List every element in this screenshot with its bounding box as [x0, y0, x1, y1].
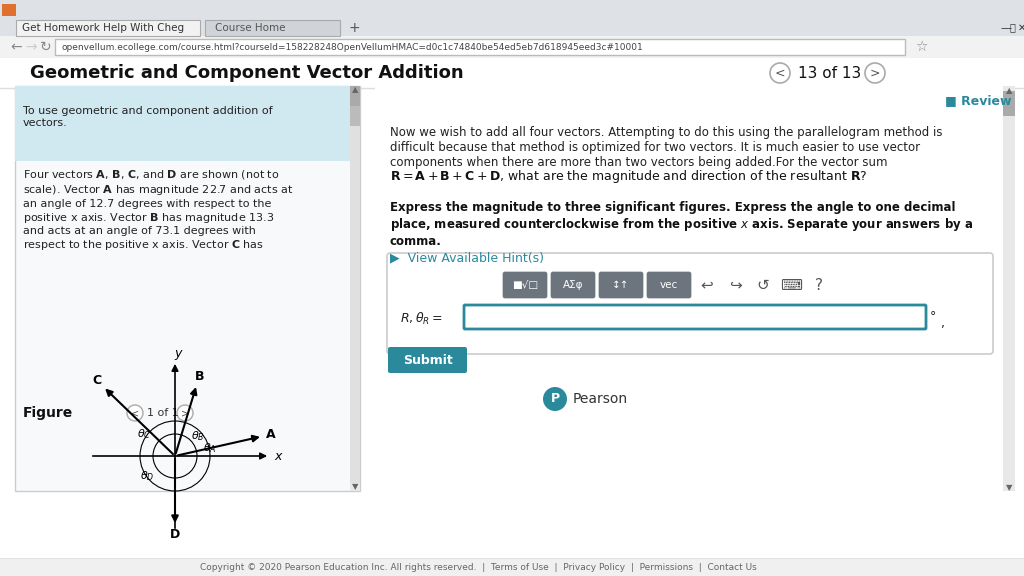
FancyBboxPatch shape — [464, 305, 926, 329]
Text: ☆: ☆ — [915, 40, 928, 54]
Text: ▲: ▲ — [1006, 86, 1013, 96]
Bar — [0, 58, 1024, 88]
Bar — [350, 106, 360, 126]
Bar — [350, 86, 360, 94]
Text: —: — — [1000, 23, 1011, 33]
Bar — [15, 86, 360, 491]
FancyBboxPatch shape — [388, 347, 467, 373]
Text: Get Homework Help With Cheg: Get Homework Help With Cheg — [22, 23, 184, 33]
Polygon shape — [205, 20, 340, 36]
Text: Submit: Submit — [403, 354, 453, 366]
FancyBboxPatch shape — [647, 272, 691, 298]
Text: ?: ? — [815, 278, 823, 293]
Text: ▼: ▼ — [352, 483, 358, 491]
Bar — [55, 39, 905, 55]
Bar — [0, 0, 1024, 20]
Text: ▶  View Available Hint(s): ▶ View Available Hint(s) — [390, 251, 544, 264]
Text: $\theta_A$: $\theta_A$ — [203, 441, 216, 455]
Text: $R, \theta_R =$: $R, \theta_R =$ — [400, 311, 442, 327]
Text: >: > — [181, 408, 189, 418]
FancyBboxPatch shape — [551, 272, 595, 298]
Circle shape — [177, 405, 193, 421]
FancyBboxPatch shape — [387, 253, 993, 354]
Text: $\theta_B$: $\theta_B$ — [191, 429, 205, 443]
Text: vec: vec — [659, 280, 678, 290]
Text: Copyright © 2020 Pearson Education Inc. All rights reserved.  |  Terms of Use  |: Copyright © 2020 Pearson Education Inc. … — [200, 563, 757, 571]
Text: ✕: ✕ — [1018, 23, 1024, 33]
Text: Pearson: Pearson — [573, 392, 628, 406]
Bar — [1002, 86, 1015, 491]
Text: →: → — [25, 40, 37, 54]
Text: $\theta_C$: $\theta_C$ — [137, 427, 152, 441]
FancyBboxPatch shape — [599, 272, 643, 298]
Text: ■ Review: ■ Review — [945, 94, 1012, 108]
Text: Four vectors $\mathbf{A}$, $\mathbf{B}$, $\mathbf{C}$, and $\mathbf{D}$ are show: Four vectors $\mathbf{A}$, $\mathbf{B}$,… — [23, 168, 294, 252]
Text: ■√□: ■√□ — [512, 280, 538, 290]
Text: ΑΣφ: ΑΣφ — [563, 280, 584, 290]
Bar — [350, 483, 360, 491]
Text: °: ° — [930, 310, 936, 324]
Text: ←: ← — [10, 40, 22, 54]
Bar — [2, 4, 16, 18]
Circle shape — [127, 405, 143, 421]
Polygon shape — [16, 20, 200, 36]
Text: ↕↑: ↕↑ — [612, 280, 630, 290]
Text: <: < — [775, 66, 785, 79]
FancyBboxPatch shape — [503, 272, 547, 298]
Text: $\mathbf{R} = \mathbf{A} + \mathbf{B} + \mathbf{C} + \mathbf{D}$, what are the m: $\mathbf{R} = \mathbf{A} + \mathbf{B} + … — [390, 168, 867, 185]
Text: 1 of 1: 1 of 1 — [147, 408, 179, 418]
Text: ▲: ▲ — [352, 85, 358, 94]
Text: ↪: ↪ — [729, 278, 741, 293]
Text: <: < — [131, 408, 139, 418]
Text: $\mathbf{D}$: $\mathbf{D}$ — [169, 528, 181, 540]
Text: $\mathbf{A}$: $\mathbf{A}$ — [265, 428, 276, 441]
Text: ⌨: ⌨ — [780, 278, 802, 293]
Text: ↩: ↩ — [700, 278, 714, 293]
Text: $\mathbf{B}$: $\mathbf{B}$ — [194, 370, 205, 383]
Text: y: y — [174, 347, 181, 360]
Bar — [1002, 91, 1015, 116]
Bar — [0, 16, 1024, 36]
Text: 13 of 13: 13 of 13 — [798, 66, 861, 81]
Text: openvellum.ecollege.com/course.html?courseld=158228248OpenVellumHMAC=d0c1c74840b: openvellum.ecollege.com/course.html?cour… — [62, 43, 644, 51]
Text: ↻: ↻ — [40, 40, 51, 54]
Bar — [375, 86, 1015, 491]
Text: Figure: Figure — [23, 406, 74, 420]
Bar — [350, 86, 360, 491]
Text: ↺: ↺ — [757, 278, 769, 293]
Text: P: P — [551, 392, 559, 406]
Text: +: + — [348, 21, 359, 35]
Text: $\mathbf{C}$: $\mathbf{C}$ — [92, 374, 102, 388]
Text: To use geometric and component addition of
vectors.: To use geometric and component addition … — [23, 106, 272, 128]
Circle shape — [543, 387, 567, 411]
Bar — [0, 36, 1024, 58]
Text: x: x — [274, 449, 282, 463]
Text: ▼: ▼ — [1006, 483, 1013, 492]
Text: Now we wish to add all four vectors. Attempting to do this using the parallelogr: Now we wish to add all four vectors. Att… — [390, 126, 942, 169]
Text: Geometric and Component Vector Addition: Geometric and Component Vector Addition — [30, 64, 464, 82]
Bar — [15, 86, 350, 161]
Bar — [350, 91, 360, 106]
Circle shape — [865, 63, 885, 83]
Circle shape — [770, 63, 790, 83]
Text: $\theta_D$: $\theta_D$ — [140, 469, 155, 483]
Text: >: > — [869, 66, 881, 79]
Bar — [0, 58, 1024, 576]
Text: Course Home: Course Home — [215, 23, 286, 33]
Bar — [0, 558, 1024, 576]
Text: ꙿ: ꙿ — [1010, 22, 1016, 32]
Text: ,: , — [941, 316, 945, 329]
Text: Express the magnitude to three significant figures. Express the angle to one dec: Express the magnitude to three significa… — [390, 201, 973, 248]
